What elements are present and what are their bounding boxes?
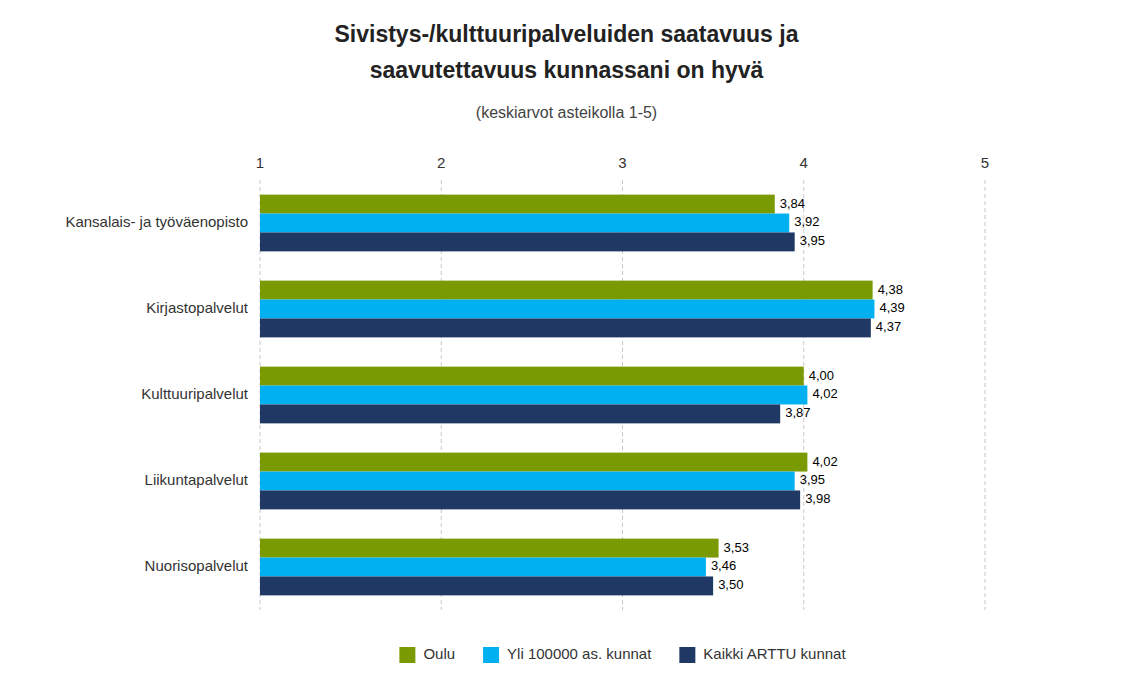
grid [260, 180, 985, 610]
data-labels: 3,84 4,38 4,00 4,02 3,53 3,92 4,39 4,02 3,95 3,46… [711, 196, 905, 593]
legend-label: Yli 100000 as. kunnat [507, 645, 652, 662]
data-label: 3,50 [718, 577, 743, 592]
data-label: 4,00 [809, 368, 834, 383]
data-label: 4,38 [878, 282, 903, 297]
category-label: Kansalais- ja työväenopisto [65, 213, 248, 230]
chart-svg: Sivistys-/kulttuuripalveluiden saatavuus… [0, 0, 1133, 700]
bar [260, 367, 804, 386]
bars [260, 195, 874, 596]
title: Sivistys-/kulttuuripalveluiden saatavuus… [335, 21, 799, 47]
bar [260, 214, 789, 233]
data-label: 4,02 [812, 454, 837, 469]
subtitle: (keskiarvot asteikolla 1-5) [476, 104, 657, 121]
data-label: 3,98 [805, 491, 830, 506]
grid-line [985, 180, 986, 610]
legend-item: Yli 100000 as. kunnat [483, 645, 652, 663]
data-label: 4,02 [812, 386, 837, 401]
bar [260, 453, 807, 472]
x-tick-label: 1 [256, 154, 264, 171]
bar [260, 539, 719, 558]
x-tick-label: 3 [618, 154, 626, 171]
category-label: Nuorisopalvelut [145, 557, 249, 574]
x-tick-label: 5 [981, 154, 989, 171]
legend-swatch [399, 647, 415, 663]
bar [260, 318, 871, 337]
title: saavutettavuus kunnassani on hyvä [370, 57, 764, 83]
data-label: 4,39 [879, 300, 904, 315]
bar [260, 472, 795, 491]
legend-item: Kaikki ARTTU kunnat [679, 645, 846, 663]
data-label: 4,37 [876, 319, 901, 334]
chart-container: Sivistys-/kulttuuripalveluiden saatavuus… [0, 0, 1133, 700]
data-label: 3,84 [780, 196, 805, 211]
legend-label: Kaikki ARTTU kunnat [703, 645, 846, 662]
data-label: 3,92 [794, 214, 819, 229]
legend-label: Oulu [423, 645, 455, 662]
bar [260, 558, 706, 577]
bar [260, 576, 713, 595]
category-label: Kulttuuripalvelut [141, 385, 249, 402]
bar [260, 490, 800, 509]
bar [260, 300, 874, 319]
data-label: 3,46 [711, 558, 736, 573]
category-label: Liikuntapalvelut [145, 471, 249, 488]
legend-swatch [679, 647, 695, 663]
data-label: 3,95 [800, 472, 825, 487]
category-label: Kirjastopalvelut [146, 299, 249, 316]
data-label: 3,95 [800, 233, 825, 248]
x-tick-label: 4 [800, 154, 808, 171]
x-tick-label: 2 [437, 154, 445, 171]
legend: Oulu Yli 100000 as. kunnat Kaikki ARTTU ku… [399, 645, 846, 663]
bar [260, 232, 795, 251]
bar [260, 386, 807, 405]
bar [260, 195, 775, 214]
background [0, 0, 1133, 700]
data-label: 3,53 [724, 540, 749, 555]
bar [260, 404, 780, 423]
legend-swatch [483, 647, 499, 663]
legend-item: Oulu [399, 645, 455, 663]
data-label: 3,87 [785, 405, 810, 420]
bar [260, 281, 873, 300]
